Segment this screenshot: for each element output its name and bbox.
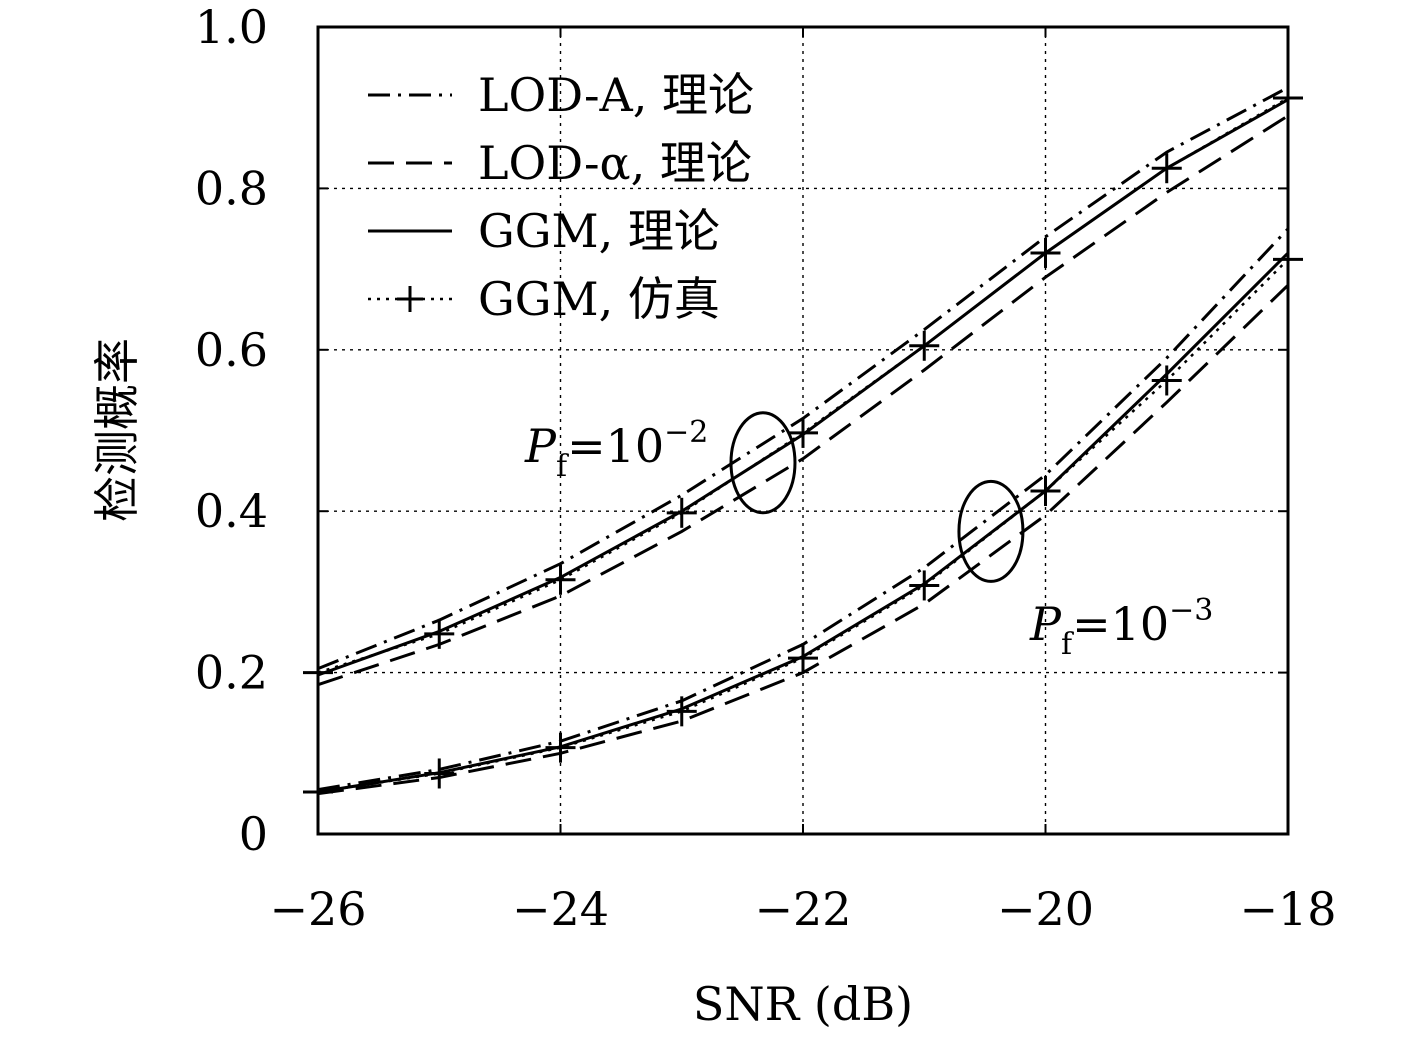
legend-item: LOD-α, 理论 <box>368 136 752 190</box>
plus-marker <box>424 618 455 649</box>
pf-annotation: Pf=10−3 <box>1029 593 1213 662</box>
plus-marker <box>666 497 697 528</box>
annotation-base: P <box>1029 597 1062 651</box>
group-ellipse-pf-1e-3 <box>957 479 1025 583</box>
annotation-exp: −2 <box>664 415 708 450</box>
pf-annotation: Pf=10−2 <box>524 415 708 484</box>
plus-marker <box>303 777 333 808</box>
tick-labels: −26 −24 −22 −20 −18 0 0.2 0.4 0.6 0.8 1.0 <box>195 0 1337 936</box>
plus-marker <box>1273 83 1303 114</box>
y-tick-label: 0.8 <box>195 161 268 215</box>
plus-marker <box>545 732 576 763</box>
annotations: Pf=10−2Pf=10−3 <box>524 411 1213 662</box>
legend-label: GGM, 仿真 <box>478 272 720 326</box>
x-axis-label: SNR (dB) <box>693 977 913 1031</box>
legend-label: LOD-α, 理论 <box>478 136 752 190</box>
x-tick-label: −26 <box>269 882 366 936</box>
y-axis-label: 检测概率 <box>90 338 144 522</box>
plus-marker <box>424 758 455 789</box>
grid <box>318 27 1288 834</box>
annotation-eq: =10 <box>567 419 664 473</box>
plus-marker <box>909 570 940 601</box>
plus-marker <box>788 417 818 448</box>
plus-marker <box>666 696 697 727</box>
plus-marker <box>1151 365 1182 396</box>
series-line-dotted-plus-group1 <box>317 96 1289 674</box>
annotation-exp: −3 <box>1169 593 1213 628</box>
x-tick-label: −18 <box>1239 882 1336 936</box>
y-tick-label: 1.0 <box>195 0 268 54</box>
y-tick-label: 0 <box>239 807 268 861</box>
legend-item: GGM, 理论 <box>368 204 720 258</box>
y-tick-label: 0.4 <box>195 484 268 538</box>
legend-item: GGM, 仿真 <box>368 272 720 326</box>
plus-marker <box>1030 476 1061 507</box>
plus-marker <box>1151 153 1182 184</box>
plus-marker <box>909 330 940 361</box>
series-line-dashed-group1 <box>317 114 1289 687</box>
plus-marker <box>1030 237 1061 268</box>
plus-marker <box>788 643 818 674</box>
annotation-eq: =10 <box>1072 597 1169 651</box>
plus-marker <box>303 657 333 688</box>
annotation-sub: f <box>1061 627 1074 662</box>
x-tick-label: −20 <box>997 882 1094 936</box>
annotation-sub: f <box>556 449 569 484</box>
y-tick-label: 0.6 <box>195 323 268 377</box>
legend-label: LOD-A, 理论 <box>478 68 754 122</box>
group-ellipse-pf-1e-2 <box>729 411 797 515</box>
series-markers <box>303 83 1303 808</box>
x-tick-label: −24 <box>512 882 609 936</box>
annotation-base: P <box>524 419 557 473</box>
x-tick-label: −22 <box>754 882 851 936</box>
legend: LOD-A, 理论 LOD-α, 理论 GGM, 理论 GGM, 仿真 <box>368 68 754 326</box>
legend-label: GGM, 理论 <box>478 204 720 258</box>
plus-marker <box>545 564 576 595</box>
y-tick-label: 0.2 <box>195 646 268 700</box>
plus-marker <box>1273 244 1303 275</box>
legend-item: LOD-A, 理论 <box>368 68 754 122</box>
